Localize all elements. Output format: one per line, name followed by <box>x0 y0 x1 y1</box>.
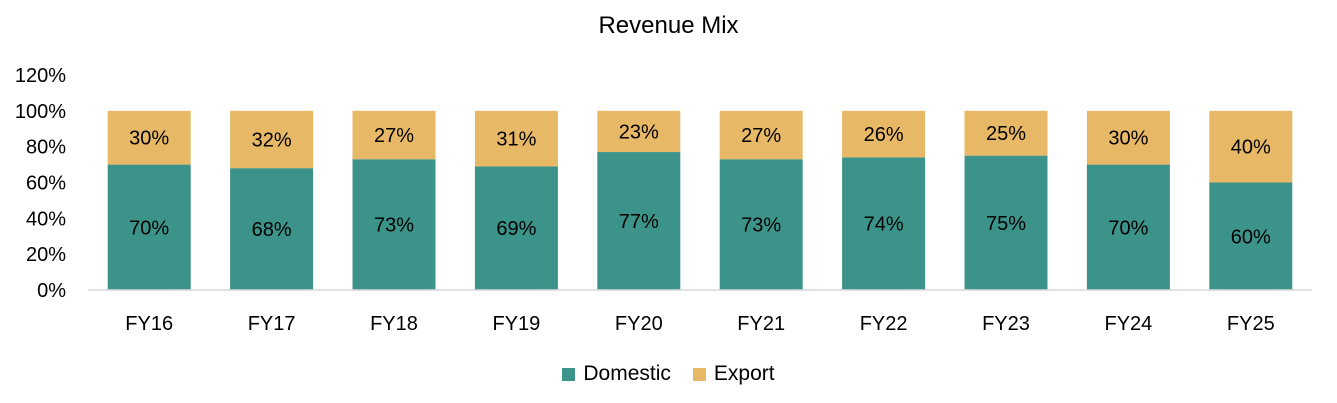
bar-domestic-fy24[interactable] <box>1086 164 1170 290</box>
data-label-export-fy17: 32% <box>252 130 292 152</box>
data-label-domestic-fy25: 60% <box>1231 226 1271 248</box>
x-tick-label: FY25 <box>1227 313 1275 335</box>
y-tick-label: 120% <box>15 65 66 87</box>
legend-swatch-domestic <box>562 367 576 381</box>
y-tick-label: 0% <box>37 280 66 302</box>
x-tick-label: FY21 <box>737 313 785 335</box>
data-label-domestic-fy17: 68% <box>252 219 292 241</box>
bar-domestic-fy21[interactable] <box>719 159 803 290</box>
bar-export-fy18[interactable] <box>352 110 436 160</box>
data-label-domestic-fy23: 75% <box>986 213 1026 235</box>
y-tick-label: 60% <box>26 173 66 195</box>
y-tick-label: 100% <box>15 101 66 123</box>
bar-domestic-fy22[interactable] <box>842 157 926 290</box>
data-label-export-fy23: 25% <box>986 123 1026 145</box>
x-tick-label: FY16 <box>125 313 173 335</box>
data-label-export-fy25: 40% <box>1231 137 1271 159</box>
x-tick-label: FY17 <box>248 313 296 335</box>
y-tick-label: 80% <box>26 137 66 159</box>
y-axis: 0% 20% 40% 60% 80% 100% 120% <box>15 65 66 302</box>
data-label-domestic-fy18: 73% <box>374 215 414 237</box>
x-tick-label: FY18 <box>370 313 418 335</box>
bar-domestic-fy16[interactable] <box>107 164 191 290</box>
bar-export-fy25[interactable] <box>1209 110 1293 183</box>
data-label-domestic-fy16: 70% <box>129 217 169 239</box>
bar-export-fy24[interactable] <box>1086 110 1170 165</box>
data-label-domestic-fy22: 74% <box>864 214 904 236</box>
bar-domestic-fy19[interactable] <box>474 166 558 290</box>
x-axis: FY16 FY17 FY18 FY19 FY20 FY21 FY22 FY23 FY24 FY25 <box>125 313 1274 335</box>
x-tick-label: FY23 <box>982 313 1030 335</box>
legend-label-export: Export <box>713 362 775 385</box>
bar-export-fy21[interactable] <box>719 110 803 160</box>
data-label-export-fy16: 30% <box>129 128 169 150</box>
bar-domestic-fy17[interactable] <box>230 168 314 290</box>
legend-label-domestic: Domestic <box>583 362 671 385</box>
bar-domestic-fy20[interactable] <box>597 152 681 290</box>
data-label-domestic-fy19: 69% <box>496 218 536 240</box>
x-tick-label: FY20 <box>615 313 663 335</box>
bar-export-fy20[interactable] <box>597 110 681 153</box>
y-tick-label: 20% <box>26 244 66 266</box>
legend-item-domestic[interactable]: Domestic <box>562 362 671 386</box>
data-label-export-fy19: 31% <box>496 129 536 151</box>
bar-export-fy23[interactable] <box>964 110 1048 156</box>
data-label-export-fy22: 26% <box>864 124 904 146</box>
bar-domestic-fy25[interactable] <box>1209 182 1293 291</box>
y-tick-label: 40% <box>26 208 66 230</box>
data-label-export-fy18: 27% <box>374 125 414 147</box>
data-label-export-fy20: 23% <box>619 121 659 143</box>
bar-export-fy16[interactable] <box>107 110 191 165</box>
bar-export-fy19[interactable] <box>474 110 558 167</box>
legend-item-export[interactable]: Export <box>692 362 775 386</box>
bar-domestic-fy23[interactable] <box>964 155 1048 290</box>
bars: 70% 30% 68% 32% 73% 27% 69% 31% 77% 23% 73% 27% 74% 2… <box>107 110 1293 291</box>
x-tick-label: FY24 <box>1104 313 1152 335</box>
bar-domestic-fy18[interactable] <box>352 159 436 290</box>
bar-export-fy17[interactable] <box>230 110 314 169</box>
legend-swatch-export <box>692 367 706 381</box>
data-label-export-fy24: 30% <box>1108 128 1148 150</box>
data-label-domestic-fy21: 73% <box>741 215 781 237</box>
data-label-export-fy21: 27% <box>741 125 781 147</box>
data-label-domestic-fy24: 70% <box>1108 217 1148 239</box>
legend: Domestic Export <box>0 362 1337 386</box>
data-label-domestic-fy20: 77% <box>619 211 659 233</box>
bar-export-fy22[interactable] <box>842 110 926 158</box>
chart-title: Revenue Mix <box>598 12 739 39</box>
x-tick-label: FY19 <box>492 313 540 335</box>
x-tick-label: FY22 <box>860 313 908 335</box>
